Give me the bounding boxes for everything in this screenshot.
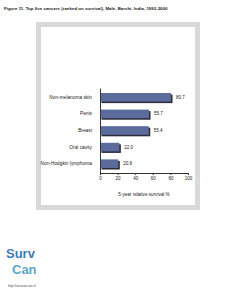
x-tick-label: 80: [168, 176, 174, 181]
category-label: Penis: [80, 111, 93, 116]
x-tick-mark: [153, 173, 154, 175]
x-axis-line: [101, 174, 189, 176]
y-tick: Non-melanoma skin: [49, 95, 100, 100]
x-tick: 40: [133, 173, 139, 181]
panel: [36, 22, 200, 210]
y-tick: Non-Hodgkin lymphoma: [41, 161, 100, 166]
bar: [100, 110, 149, 119]
data-labels: 80.7 55.7 55.4 22.0 20.8: [123, 95, 185, 166]
x-tick-label: 60: [151, 176, 157, 181]
category-label: Non-Hodgkin lymphoma: [41, 161, 93, 166]
category-label: Non-melanoma skin: [49, 95, 92, 100]
x-axis: 0 20 40 60 80 100: [99, 173, 193, 181]
data-label: 80.7: [176, 95, 185, 100]
x-tick: 0: [99, 173, 102, 181]
bar: [100, 126, 149, 135]
title: Figure 11. Top five cancers (ranked on s…: [4, 6, 168, 11]
x-tick: 20: [116, 173, 122, 181]
x-tick: 80: [168, 173, 174, 181]
category-label: Oral cavity: [69, 145, 92, 150]
x-tick: 100: [185, 173, 193, 181]
y-axis: Non-melanoma skin Penis Breast Oral cavity N…: [41, 89, 101, 174]
data-label: 20.8: [123, 161, 132, 166]
x-tick-label: 20: [116, 176, 122, 181]
chart: Figure 11. Top five cancers (ranked on s…: [0, 0, 232, 300]
category-label: Breast: [78, 128, 93, 133]
x-tick: 60: [151, 173, 157, 181]
x-axis-title: 5-year relative survival %: [118, 192, 169, 197]
x-tick-mark: [135, 173, 136, 175]
x-tick-mark: [188, 173, 189, 175]
y-axis-line: [100, 89, 101, 174]
y-tick: Breast: [78, 128, 100, 133]
bar: [100, 143, 119, 152]
data-label: 55.7: [154, 111, 163, 116]
logo-line1: Surv: [6, 246, 36, 261]
y-tick: Oral cavity: [69, 145, 100, 150]
panel-inner: [41, 27, 195, 205]
logo-line2: Can: [12, 262, 37, 277]
data-label: 22.0: [124, 145, 133, 150]
x-tick-mark: [170, 173, 171, 175]
bar: [100, 93, 171, 102]
bar: [100, 159, 118, 168]
bars: [100, 93, 173, 170]
x-tick-mark: [118, 173, 119, 175]
y-tick: Penis: [80, 111, 100, 116]
x-tick-label: 0: [99, 176, 102, 181]
data-label: 55.4: [154, 128, 163, 133]
x-tick-label: 40: [133, 176, 139, 181]
x-tick-label: 100: [185, 176, 193, 181]
logo-url: http://survcan.iarc.fr: [8, 284, 37, 288]
